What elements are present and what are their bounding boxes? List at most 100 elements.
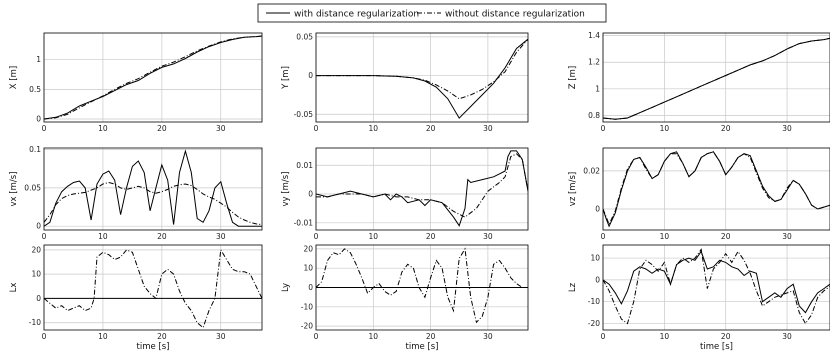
legend-solid-label: with distance regularization: [294, 10, 419, 20]
y-tick-label: -20: [588, 319, 600, 328]
y-axis-label: Z [m]: [568, 66, 578, 89]
series-line-without-reg: [44, 248, 262, 329]
plot-frame: [602, 147, 830, 231]
x-axis-label: time [s]: [406, 342, 439, 352]
y-tick-label: 20: [31, 245, 41, 254]
subplot-vx: 0 10 20 30 0 0.05 0.1 vx [m/s]: [9, 145, 263, 241]
x-tick-label: 30: [216, 124, 226, 133]
y-tick-label: 10: [303, 264, 313, 273]
x-tick-label: 0: [42, 124, 47, 133]
x-tick-label: 0: [601, 332, 606, 341]
plot-frame: [315, 32, 529, 123]
y-tick-label: 0: [595, 205, 600, 214]
x-tick-label: 10: [369, 232, 379, 241]
y-tick-label: 0.5: [29, 85, 41, 94]
y-tick-label: 0: [36, 294, 41, 303]
y-tick-label: 20: [303, 244, 313, 253]
subplot-z: 0 10 20 30 0.8 1 1.2 1.4 Z [m]: [568, 31, 830, 133]
subplot-lz: 0 10 20 30 -20 -10 0 10 Lz time [s]: [568, 244, 830, 352]
y-tick-label: 0: [308, 283, 313, 292]
series-line-with-reg: [603, 37, 830, 120]
x-tick-label: 20: [721, 124, 731, 133]
x-tick-label: 30: [216, 232, 226, 241]
y-tick-label: 1: [595, 84, 600, 93]
x-tick-label: 0: [314, 124, 319, 133]
x-tick-label: 20: [721, 332, 731, 341]
x-tick-label: 10: [98, 124, 108, 133]
y-tick-label: 0: [308, 190, 313, 199]
y-tick-label: 1.4: [588, 31, 600, 40]
y-tick-label: 0: [308, 71, 313, 80]
subplot-ly: 0 10 20 30 -20 -10 0 10 20 Ly time [s]: [281, 244, 529, 352]
x-tick-label: 20: [157, 124, 167, 133]
x-axis-label: time [s]: [700, 342, 733, 352]
series-line-with-reg: [44, 35, 262, 120]
x-tick-label: 20: [426, 124, 436, 133]
y-axis-label: vz [m/s]: [568, 172, 578, 206]
y-tick-label: -10: [29, 318, 41, 327]
x-tick-label: 20: [426, 232, 436, 241]
x-tick-label: 0: [601, 124, 606, 133]
x-tick-label: 10: [660, 124, 670, 133]
x-tick-label: 30: [483, 332, 493, 341]
series-line-with-reg: [316, 38, 528, 119]
x-tick-label: 10: [369, 332, 379, 341]
x-tick-label: 20: [157, 232, 167, 241]
series-line-without-reg: [603, 37, 830, 120]
x-axis-label: time [s]: [137, 342, 170, 352]
subplot-x: 0 10 20 30 0 0.5 1 X [m]: [9, 32, 263, 133]
y-axis-label: Ly: [281, 283, 291, 292]
x-tick-label: 20: [426, 332, 436, 341]
series-line-without-reg: [316, 247, 528, 324]
x-tick-label: 0: [601, 232, 606, 241]
legend-dashdot-label: without distance regularization: [445, 10, 585, 20]
x-tick-label: 30: [782, 232, 792, 241]
y-axis-label: X [m]: [9, 66, 19, 89]
y-axis-label: vx [m/s]: [9, 172, 19, 207]
plot-frame: [43, 147, 263, 231]
series-line-without-reg: [44, 35, 262, 120]
x-tick-label: 0: [314, 332, 319, 341]
x-tick-label: 10: [98, 332, 108, 341]
y-tick-label: 0.05: [24, 183, 41, 192]
x-tick-label: 30: [483, 124, 493, 133]
x-tick-label: 20: [157, 332, 167, 341]
plot-frame: [315, 147, 529, 231]
y-tick-label: 0: [595, 275, 600, 284]
y-tick-label: -20: [301, 322, 313, 331]
series-line-with-reg: [603, 250, 830, 314]
x-tick-label: 30: [216, 332, 226, 341]
y-tick-label: 0: [36, 115, 41, 124]
y-tick-label: 0.8: [588, 111, 600, 120]
x-tick-label: 10: [660, 332, 670, 341]
y-tick-label: 1: [36, 55, 41, 64]
x-tick-label: 30: [782, 124, 792, 133]
y-axis-label: vy [m/s]: [281, 172, 291, 207]
series-line-without-reg: [316, 153, 528, 218]
y-tick-label: 10: [590, 254, 600, 263]
y-tick-label: 0.05: [296, 32, 313, 41]
y-tick-label: -10: [588, 297, 600, 306]
x-tick-label: 10: [369, 124, 379, 133]
y-axis-label: Lx: [9, 283, 19, 293]
series-line-without-reg: [44, 181, 262, 226]
x-tick-label: 10: [98, 232, 108, 241]
y-tick-label: 0.01: [296, 161, 313, 170]
y-axis-label: Y [m]: [281, 66, 291, 90]
x-tick-label: 30: [782, 332, 792, 341]
series-line-with-reg: [44, 149, 262, 227]
y-tick-label: 0.02: [583, 166, 600, 175]
y-axis-label: Lz: [568, 282, 578, 292]
subplot-vz: 0 10 20 30 0 0.02 vz [m/s]: [568, 147, 830, 241]
x-tick-label: 10: [660, 232, 670, 241]
x-tick-label: 0: [314, 232, 319, 241]
plot-frame: [43, 244, 263, 331]
series-line-without-reg: [603, 151, 830, 226]
series-line-without-reg: [316, 38, 528, 100]
legend: with distance regularization without dis…: [257, 3, 607, 23]
plot-frame: [315, 244, 529, 331]
